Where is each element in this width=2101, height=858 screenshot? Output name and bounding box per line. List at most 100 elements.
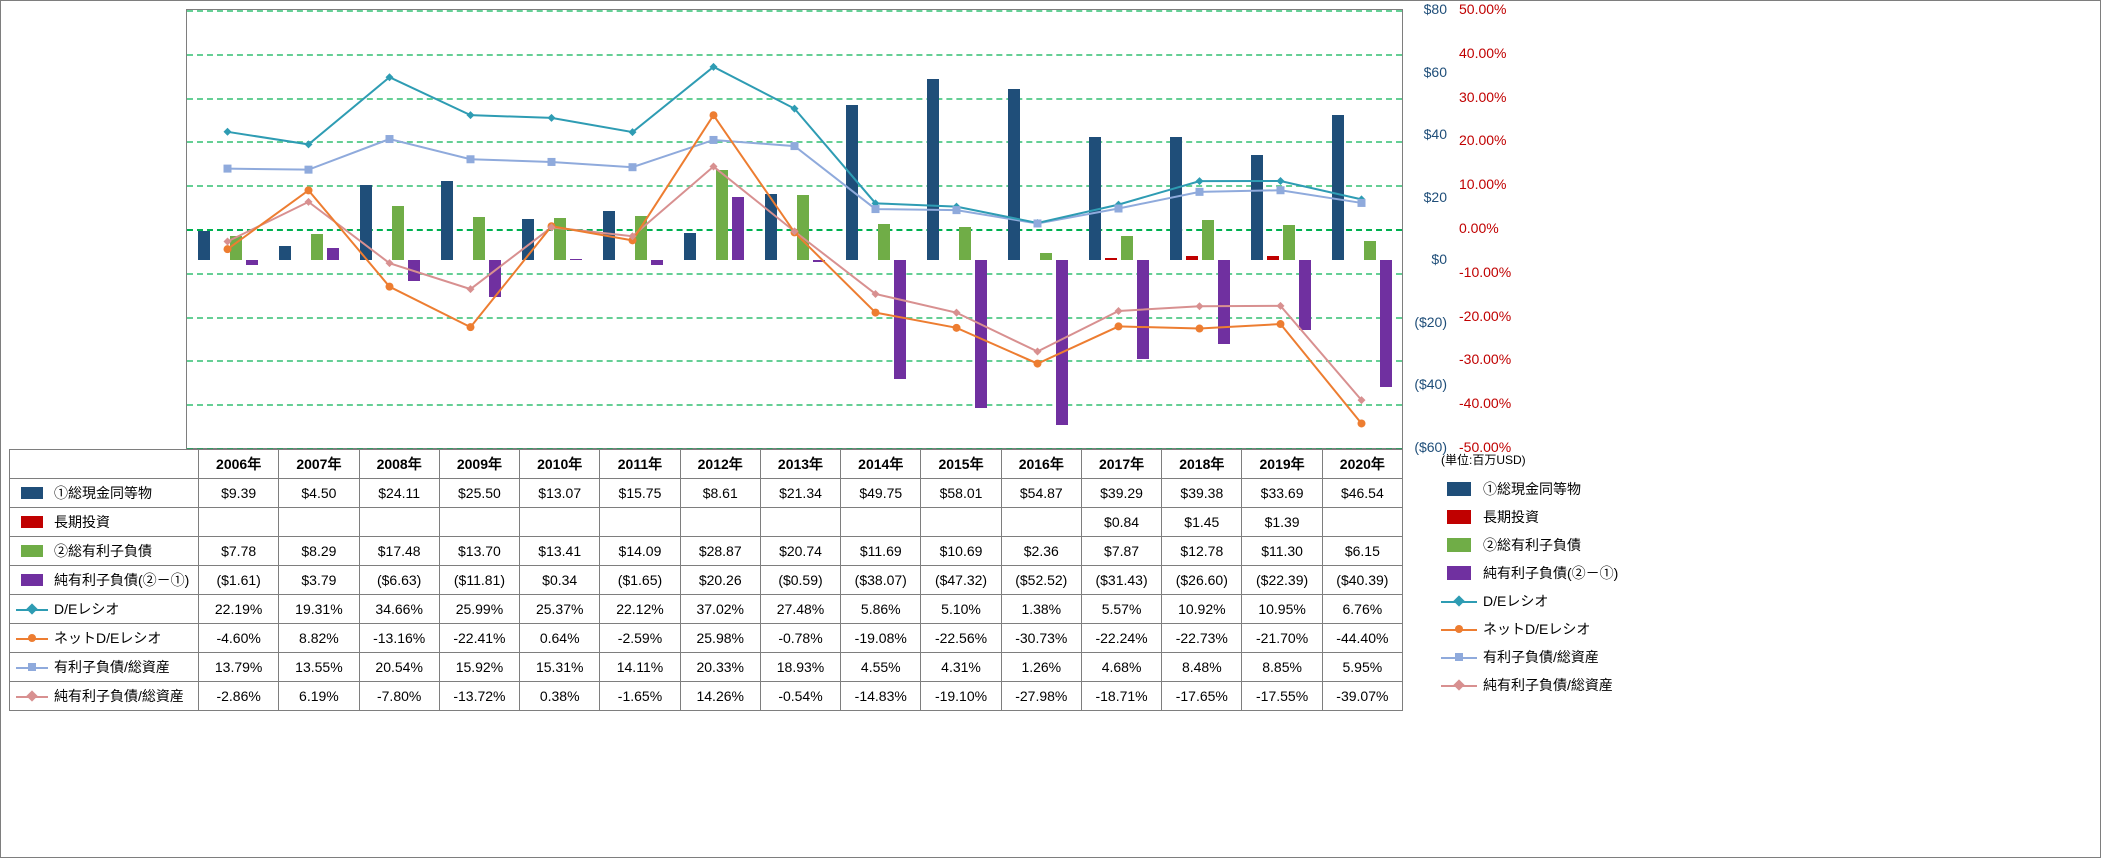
table-cell: -2.86% <box>199 682 279 711</box>
table-cell: 4.55% <box>841 653 921 682</box>
table-cell: 5.86% <box>841 595 921 624</box>
table-cell: $8.29 <box>279 537 359 566</box>
table-year-header: 2016年 <box>1001 450 1081 479</box>
table-cell: 6.76% <box>1322 595 1402 624</box>
table-cell: ($1.65) <box>600 566 680 595</box>
table-row-netdebt_assets: 純有利子負債/総資産 -2.86%6.19%-7.80%-13.72%0.38%… <box>10 682 1403 711</box>
table-cell: 4.68% <box>1081 653 1161 682</box>
legend-item-debt_assets: 有利子負債/総資産 <box>1441 646 1691 668</box>
table-cell: -0.78% <box>760 624 840 653</box>
table-cell: ($1.61) <box>199 566 279 595</box>
table-cell: -19.10% <box>921 682 1001 711</box>
table-year-header: 2017年 <box>1081 450 1161 479</box>
unit-note: (単位:百万USD) <box>1441 451 1526 468</box>
table-cell: 22.19% <box>199 595 279 624</box>
table-cell: $13.41 <box>520 537 600 566</box>
table-cell: 25.99% <box>439 595 519 624</box>
table-cell: $54.87 <box>1001 479 1081 508</box>
table-cell: -7.80% <box>359 682 439 711</box>
table-cell: ($47.32) <box>921 566 1001 595</box>
table-cell: 5.10% <box>921 595 1001 624</box>
table-year-header: 2012年 <box>680 450 760 479</box>
table-cell: 0.38% <box>520 682 600 711</box>
row-label: 有利子負債/総資産 <box>54 657 170 677</box>
table-cell: $7.87 <box>1081 537 1161 566</box>
legend-label: 純有利子負債/総資産 <box>1483 675 1613 695</box>
table-cell: $11.69 <box>841 537 921 566</box>
legend-label: 純有利子負債(②－①) <box>1483 563 1618 583</box>
table-cell: -13.16% <box>359 624 439 653</box>
table-cell: -14.83% <box>841 682 921 711</box>
table-cell: 19.31% <box>279 595 359 624</box>
table-cell: $39.38 <box>1162 479 1242 508</box>
legend-item-cash: ①総現金同等物 <box>1441 478 1691 500</box>
left-axis: ($60)($40)($20)$0$20$40$60$80 <box>1403 9 1453 449</box>
right-axis-tick: -30.00% <box>1453 351 1511 367</box>
table-year-header: 2013年 <box>760 450 840 479</box>
row-head-debt_assets: 有利子負債/総資産 <box>10 653 199 682</box>
legend-label: ①総現金同等物 <box>1483 479 1581 499</box>
table-cell: $15.75 <box>600 479 680 508</box>
table-year-header: 2020年 <box>1322 450 1402 479</box>
table-cell: 14.26% <box>680 682 760 711</box>
table-cell: $39.29 <box>1081 479 1161 508</box>
table-cell: $4.50 <box>279 479 359 508</box>
table-cell: 20.33% <box>680 653 760 682</box>
table-cell: $28.87 <box>680 537 760 566</box>
table-cell: 25.98% <box>680 624 760 653</box>
line-chart-svg <box>187 10 1402 448</box>
table-cell: 25.37% <box>520 595 600 624</box>
table-cell: $9.39 <box>199 479 279 508</box>
table-cell: ($40.39) <box>1322 566 1402 595</box>
table-cell: -22.56% <box>921 624 1001 653</box>
table-cell <box>680 508 760 537</box>
table-row-debt: ②総有利子負債 $7.78$8.29$17.48$13.70$13.41$14.… <box>10 537 1403 566</box>
table-cell: 5.57% <box>1081 595 1161 624</box>
table-cell: -0.54% <box>760 682 840 711</box>
table-cell: 0.64% <box>520 624 600 653</box>
table-cell: ($0.59) <box>760 566 840 595</box>
table-cell <box>1322 508 1402 537</box>
left-axis-tick: ($20) <box>1414 314 1453 330</box>
table-year-header: 2007年 <box>279 450 359 479</box>
table-cell: 5.95% <box>1322 653 1402 682</box>
row-label: 純有利子負債/総資産 <box>54 686 184 706</box>
table-cell: $1.45 <box>1162 508 1242 537</box>
table-cell: -13.72% <box>439 682 519 711</box>
line-netdebt_assets <box>228 167 1362 401</box>
table-year-header: 2015年 <box>921 450 1001 479</box>
row-label: 長期投資 <box>54 512 110 532</box>
table-cell: $1.39 <box>1242 508 1322 537</box>
row-label: 純有利子負債(②－①) <box>54 570 189 590</box>
row-label: ネットD/Eレシオ <box>54 628 161 648</box>
table-cell: -22.73% <box>1162 624 1242 653</box>
table-cell: 13.79% <box>199 653 279 682</box>
table-cell: ($26.60) <box>1162 566 1242 595</box>
row-head-debt: ②総有利子負債 <box>10 537 199 566</box>
table-row-netde: ネットD/Eレシオ -4.60%8.82%-13.16%-22.41%0.64%… <box>10 624 1403 653</box>
table-cell: $2.36 <box>1001 537 1081 566</box>
table-cell: 8.82% <box>279 624 359 653</box>
chart-wrapper: ($60)($40)($20)$0$20$40$60$80 -50.00%-40… <box>0 0 2101 858</box>
table-year-header: 2008年 <box>359 450 439 479</box>
table-cell: $58.01 <box>921 479 1001 508</box>
table-cell: -17.65% <box>1162 682 1242 711</box>
table-cell: -22.41% <box>439 624 519 653</box>
table-cell <box>921 508 1001 537</box>
table-cell: -19.08% <box>841 624 921 653</box>
chart-plot-area <box>186 9 1403 449</box>
table-cell: ($38.07) <box>841 566 921 595</box>
table-row-ltinv: 長期投資 $0.84$1.45$1.39 <box>10 508 1403 537</box>
table-cell <box>279 508 359 537</box>
table-cell: $3.79 <box>279 566 359 595</box>
table-cell <box>760 508 840 537</box>
left-axis-tick: ($40) <box>1414 376 1453 392</box>
legend-item-netdebt_assets: 純有利子負債/総資産 <box>1441 674 1691 696</box>
table-cell: $7.78 <box>199 537 279 566</box>
table-cell: $6.15 <box>1322 537 1402 566</box>
table-cell: 15.31% <box>520 653 600 682</box>
line-netde <box>228 115 1362 423</box>
table-cell: -2.59% <box>600 624 680 653</box>
table-cell <box>439 508 519 537</box>
right-axis-tick: 50.00% <box>1453 1 1506 17</box>
